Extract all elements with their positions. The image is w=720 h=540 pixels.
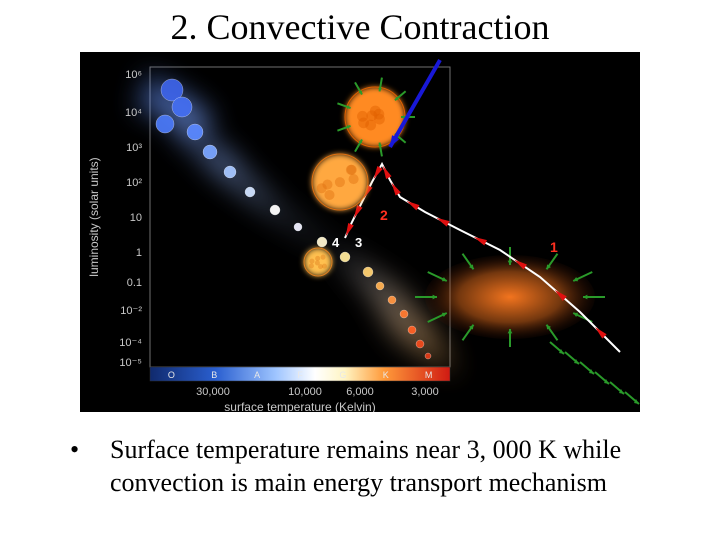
svg-text:F: F (297, 370, 303, 380)
svg-text:B: B (211, 370, 217, 380)
svg-text:A: A (254, 370, 260, 380)
hr-diagram-figure: 1 2 34 O B A F G K M 30,000 10,000 6,000 3,000 surface… (80, 52, 640, 412)
svg-text:K: K (383, 370, 389, 380)
svg-text:10³: 10³ (126, 142, 142, 154)
bullet-mark: • (70, 434, 110, 467)
svg-text:2: 2 (380, 207, 388, 223)
svg-text:10: 10 (130, 212, 142, 224)
svg-text:10⁶: 10⁶ (125, 69, 142, 81)
svg-text:O: O (168, 370, 175, 380)
svg-text:10⁻²: 10⁻² (120, 305, 142, 317)
svg-text:3,000: 3,000 (411, 386, 439, 398)
svg-text:1: 1 (136, 247, 142, 259)
svg-text:M: M (425, 370, 433, 380)
page-title: 2. Convective Contraction (0, 0, 720, 52)
bullet-item: • Surface temperature remains near 3, 00… (0, 412, 720, 499)
svg-text:luminosity (solar units): luminosity (solar units) (87, 157, 101, 276)
svg-text:3: 3 (355, 235, 362, 250)
svg-text:0.1: 0.1 (127, 277, 142, 289)
svg-text:1: 1 (550, 239, 558, 255)
svg-text:surface temperature (Kelvin): surface temperature (Kelvin) (224, 400, 375, 412)
svg-text:10⁻⁴: 10⁻⁴ (119, 337, 142, 349)
svg-text:G: G (339, 370, 346, 380)
hr-diagram-svg: 1 2 34 O B A F G K M 30,000 10,000 6,000 3,000 surface… (80, 52, 640, 412)
svg-text:10⁴: 10⁴ (125, 107, 142, 119)
svg-text:10²: 10² (126, 177, 142, 189)
svg-text:30,000: 30,000 (196, 386, 230, 398)
bullet-text: Surface temperature remains near 3, 000 … (110, 434, 650, 499)
svg-text:4: 4 (332, 235, 340, 250)
svg-text:10⁻⁵: 10⁻⁵ (119, 357, 142, 369)
svg-text:10,000: 10,000 (288, 386, 322, 398)
svg-text:6,000: 6,000 (346, 386, 374, 398)
